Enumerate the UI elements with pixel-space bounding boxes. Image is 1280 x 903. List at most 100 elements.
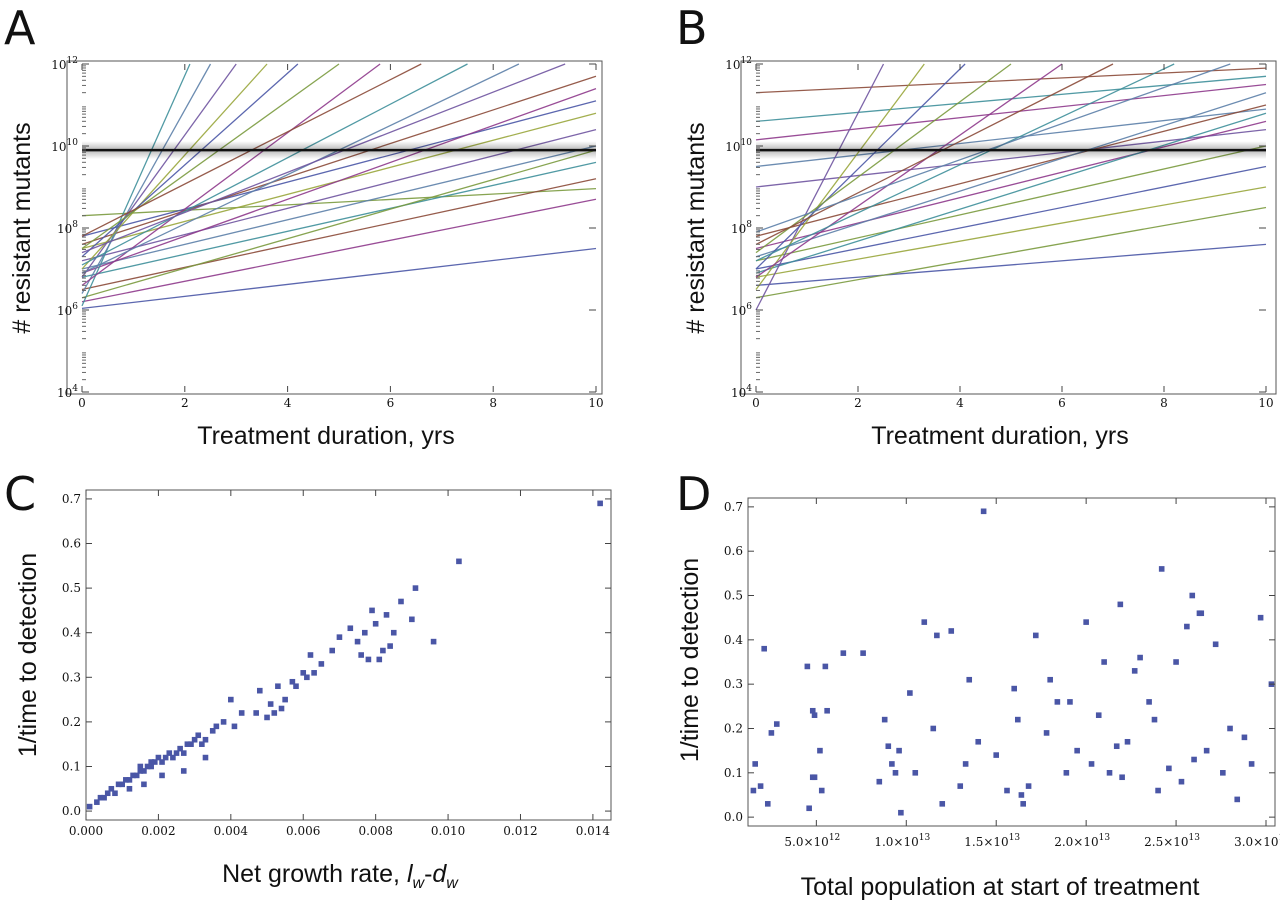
- d-y-tick-label-1: 0.1: [724, 766, 743, 780]
- d-point-63: [1184, 623, 1190, 630]
- c-point-5: [108, 785, 115, 792]
- a-series-line-3: [81, 178, 597, 291]
- a-y-tick-label-3: 1010: [51, 138, 78, 154]
- c-point-34: [209, 728, 216, 734]
- a-series-steep-9: [81, 63, 520, 274]
- d-point-70: [1234, 796, 1241, 803]
- d-point-79: [1189, 592, 1196, 599]
- d-point-39: [1020, 801, 1026, 807]
- d-point-6: [804, 663, 811, 670]
- c-point-57: [361, 629, 368, 636]
- a-series-steep-6: [81, 63, 381, 286]
- d-point-34: [980, 508, 987, 515]
- c-point-51: [307, 652, 314, 658]
- c-point-77: [311, 670, 317, 676]
- c-point-21: [159, 759, 165, 765]
- c-point-2: [97, 794, 104, 801]
- panel-b-chart: 0 2 4 6 8 10 104 106 108 1010 1012 Treatment durat…: [682, 56, 1277, 450]
- d-point-23: [892, 770, 899, 776]
- c-point-64: [390, 629, 397, 636]
- panel-d-x-title: Total population at start of treatment: [801, 873, 1200, 901]
- d-point-53: [1119, 774, 1125, 781]
- panel-a-x-title: Treatment duration, yrs: [197, 422, 455, 450]
- c-point-27: [180, 750, 187, 756]
- d-point-45: [1063, 770, 1070, 776]
- panel-c-chart: 0.0 0.1 0.2 0.3 0.4 0.5 0.6 0.7 0.000 0.002 0.004 0…: [14, 489, 612, 892]
- c-point-72: [141, 781, 147, 788]
- c-point-22: [162, 754, 169, 761]
- d-point-54: [1124, 738, 1131, 745]
- d-x-tick-label-0: 5.0×1012: [784, 833, 840, 849]
- d-point-42: [1043, 730, 1050, 736]
- d-x-tick-label-5: 3.0×1013: [1234, 833, 1280, 849]
- c-x-tick-label-3: 0.006: [286, 824, 320, 838]
- b-x-tick-label-3: 6: [1058, 396, 1066, 410]
- d-point-52: [1113, 743, 1120, 750]
- panel-b-x-title: Treatment duration, yrs: [871, 422, 1129, 450]
- b-series-line-13: [755, 92, 1267, 258]
- d-x-tick-label-4: 2.5×1013: [1144, 833, 1200, 849]
- c-point-3: [101, 794, 107, 801]
- c-point-68: [430, 638, 437, 645]
- c-point-69: [456, 558, 462, 565]
- b-y-tick-label-1: 106: [731, 302, 752, 318]
- d-point-83: [896, 747, 902, 754]
- panel-b-frame: [740, 60, 1277, 395]
- c-x-tick-label-0: 0.000: [69, 824, 103, 838]
- a-x-tick-label-0: 0: [78, 396, 86, 410]
- d-point-33: [975, 738, 982, 745]
- c-point-50: [304, 674, 310, 681]
- b-series-line-11: [755, 104, 1267, 237]
- c-point-70: [597, 500, 603, 507]
- c-point-43: [271, 710, 278, 716]
- d-point-75: [1018, 792, 1025, 798]
- c-point-76: [253, 710, 259, 716]
- c-point-74: [180, 768, 187, 774]
- b-x-tick-label-0: 0: [752, 396, 760, 410]
- d-point-1: [757, 783, 764, 789]
- d-point-25: [907, 690, 913, 696]
- d-point-21: [885, 743, 892, 750]
- d-point-60: [1166, 765, 1172, 772]
- panel-b-series: [755, 63, 1267, 311]
- c-point-38: [231, 723, 238, 730]
- d-point-38: [1014, 716, 1021, 723]
- c-point-61: [376, 656, 383, 663]
- c-point-60: [372, 620, 379, 627]
- b-x-tick-label-1: 2: [854, 396, 862, 410]
- c-point-32: [199, 741, 205, 747]
- d-point-78: [1151, 716, 1158, 723]
- d-point-20: [881, 716, 888, 723]
- c-point-37: [228, 696, 234, 703]
- d-point-17: [809, 774, 816, 781]
- d-y-tick-label-4: 0.4: [724, 633, 743, 647]
- a-series-steep-0: [81, 63, 191, 307]
- d-point-22: [889, 761, 895, 767]
- c-point-12: [133, 772, 140, 779]
- b-x-tick-label-2: 4: [956, 396, 964, 410]
- d-point-59: [1158, 566, 1165, 572]
- b-series-line-1: [755, 206, 1267, 299]
- d-point-3: [764, 801, 771, 807]
- d-point-48: [1088, 761, 1095, 767]
- a-x-tick-label-2: 4: [284, 396, 292, 410]
- d-point-66: [1203, 747, 1210, 754]
- d-point-72: [1248, 761, 1255, 767]
- d-point-81: [962, 761, 969, 767]
- d-point-44: [1054, 699, 1061, 705]
- a-y-tick-label-1: 106: [57, 302, 78, 318]
- c-point-9: [123, 777, 129, 783]
- d-point-0: [752, 761, 758, 767]
- d-y-tick-label-6: 0.6: [724, 544, 743, 558]
- d-point-5: [773, 721, 780, 727]
- c-point-59: [369, 607, 375, 614]
- d-y-tick-label-5: 0.5: [724, 589, 743, 603]
- panel-a-y-title: # resistant mutants: [8, 122, 36, 333]
- c-point-63: [383, 612, 390, 618]
- d-point-30: [948, 628, 955, 634]
- c-point-73: [159, 772, 165, 779]
- panel-d-y-title: 1/time to detection: [676, 558, 704, 762]
- c-x-tick-label-6: 0.012: [503, 824, 537, 838]
- c-x-tick-label-7: 0.014: [576, 824, 611, 838]
- d-point-15: [811, 712, 818, 718]
